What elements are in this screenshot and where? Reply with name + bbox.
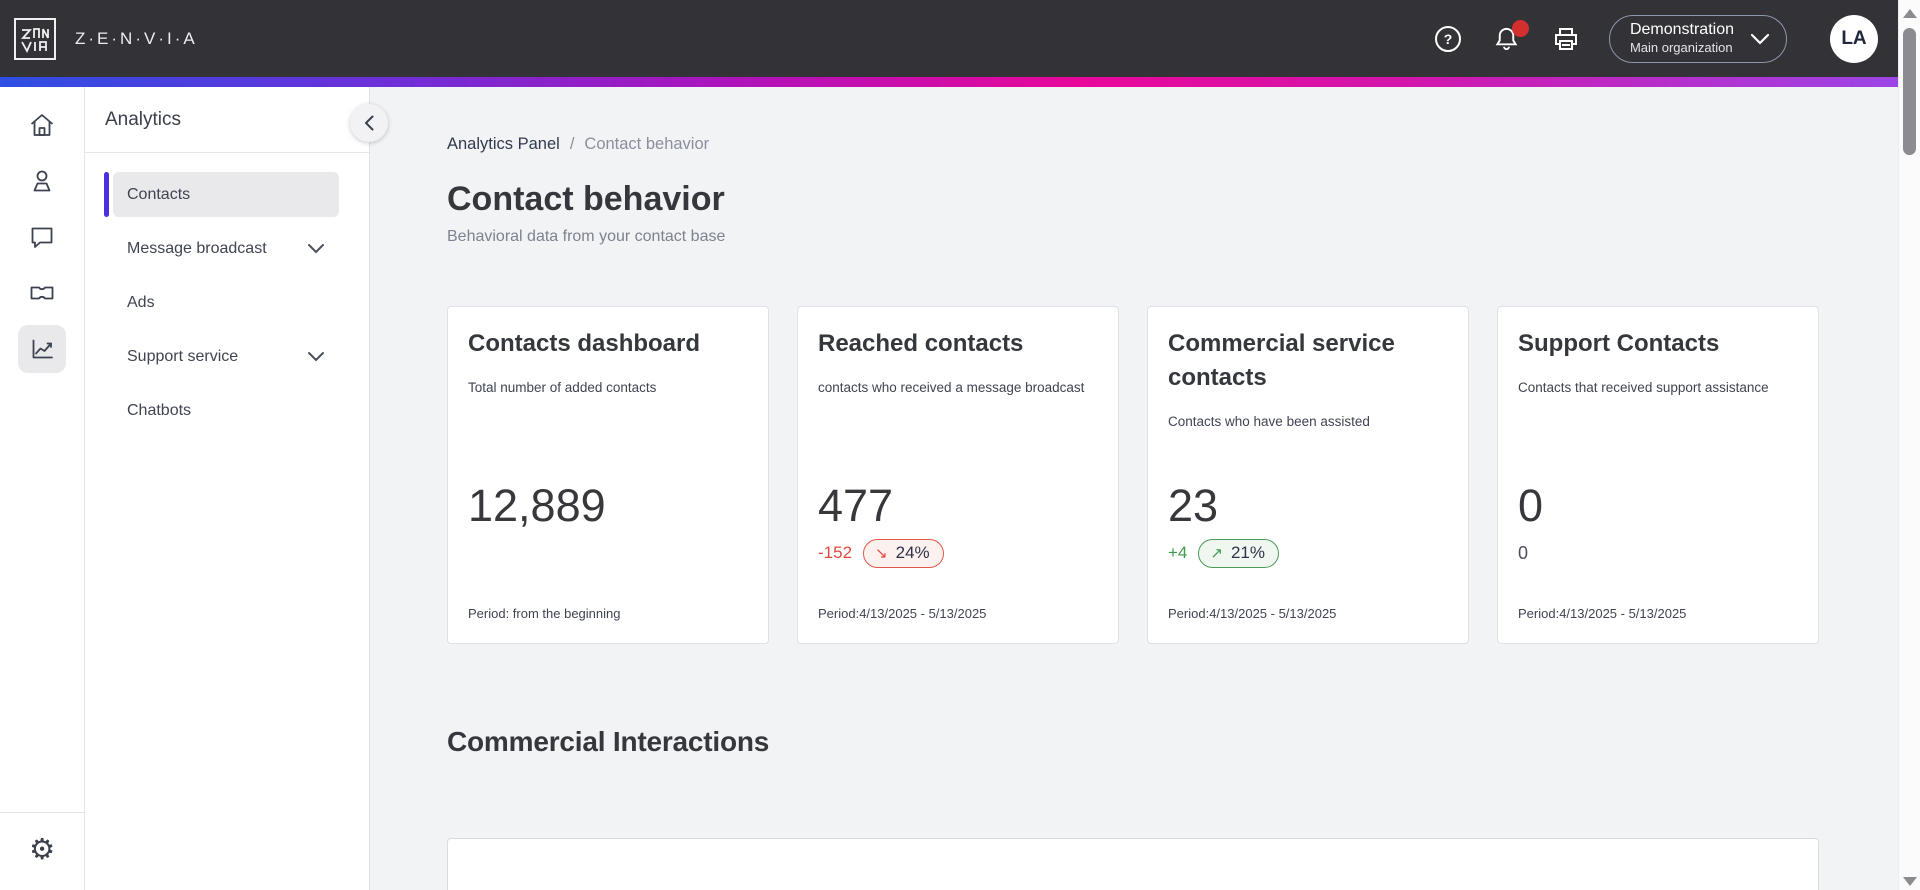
stat-card-commercial-service-contacts: Commercial service contacts Contacts who… xyxy=(1147,306,1469,644)
help-icon[interactable]: ? xyxy=(1433,24,1463,54)
brand-gradient-bar xyxy=(0,77,1898,87)
sidebar-item-support-service[interactable]: Support service xyxy=(113,334,339,379)
sidebar-item-ads[interactable]: Ads xyxy=(113,280,339,325)
breadcrumb-separator: / xyxy=(569,135,575,153)
rail-item-contacts[interactable] xyxy=(18,157,66,205)
org-name: Demonstration xyxy=(1629,21,1734,39)
card-delta-row: -152 ↘ 24% xyxy=(818,537,944,569)
org-switcher[interactable]: Demonstration Main organization xyxy=(1608,14,1787,63)
card-delta-row: 0 xyxy=(1518,537,1528,569)
rail-item-home[interactable] xyxy=(18,101,66,149)
card-title: Support Contacts xyxy=(1518,330,1720,357)
trend-percentage: 21% xyxy=(1230,542,1265,562)
card-period: Period:4/13/2025 - 5/13/2025 xyxy=(818,606,987,621)
card-period: Period: from the beginning xyxy=(468,606,621,621)
trend-down-icon: ↘ xyxy=(875,544,888,562)
main-content: Analytics Panel / Contact behavior Conta… xyxy=(370,87,1898,890)
rail-item-campaigns[interactable] xyxy=(18,269,66,317)
trend-badge-up: ↗ 21% xyxy=(1198,538,1279,568)
trend-badge-down: ↘ 24% xyxy=(863,538,944,568)
collapse-sidebar-button[interactable] xyxy=(350,104,388,142)
card-description: Total number of added contacts xyxy=(468,380,657,396)
trend-percentage: 24% xyxy=(895,542,930,562)
print-icon[interactable] xyxy=(1551,24,1581,54)
scroll-down-arrow[interactable] xyxy=(1903,877,1917,886)
notifications-bell-icon[interactable] xyxy=(1492,19,1529,54)
sidebar-item-label: Ads xyxy=(127,293,155,311)
icon-rail: ⚙ xyxy=(0,87,85,890)
sidebar-menu: Contacts Message broadcast Ads Support s… xyxy=(85,153,369,433)
card-delta-row: +4 ↗ 21% xyxy=(1168,537,1279,569)
line-chart-icon xyxy=(27,334,57,364)
rail-settings-section: ⚙ xyxy=(0,812,85,890)
card-period: Period:4/13/2025 - 5/13/2025 xyxy=(1168,606,1337,621)
page-subtitle: Behavioral data from your contact base xyxy=(447,228,726,245)
breadcrumb: Analytics Panel / Contact behavior xyxy=(447,135,1898,154)
card-value: 0 xyxy=(1518,480,1544,531)
org-subtitle: Main organization xyxy=(1629,40,1733,56)
scroll-up-arrow[interactable] xyxy=(1903,9,1917,18)
sidebar-item-label: Message broadcast xyxy=(127,239,267,257)
sidebar-item-label: Chatbots xyxy=(127,401,192,419)
delta-value: +4 xyxy=(1168,543,1188,562)
stat-card-support-contacts: Support Contacts Contacts that received … xyxy=(1497,306,1819,644)
sidebar-item-label: Contacts xyxy=(127,185,191,203)
commercial-interactions-panel xyxy=(447,838,1819,890)
card-description: contacts who received a message broadcas… xyxy=(818,380,1085,396)
analytics-sidebar: Analytics Contacts Message broadcast xyxy=(85,87,388,890)
ticket-icon xyxy=(27,278,57,308)
card-title: Contacts dashboard xyxy=(468,330,701,357)
card-value: 23 xyxy=(1168,480,1219,531)
card-title: Reached contacts xyxy=(818,330,1024,357)
delta-value: -152 xyxy=(818,543,853,562)
sidebar-title: Analytics xyxy=(105,108,182,130)
page-title: Contact behavior xyxy=(447,180,725,218)
scroll-thumb[interactable] xyxy=(1903,28,1916,155)
person-icon xyxy=(27,166,57,196)
stat-card-reached-contacts: Reached contacts contacts who received a… xyxy=(797,306,1119,644)
page-scrollbar[interactable] xyxy=(1898,0,1920,890)
breadcrumb-current: Contact behavior xyxy=(584,135,710,153)
chevron-left-icon xyxy=(363,114,375,132)
card-title: Commercial service contacts xyxy=(1168,330,1395,392)
user-avatar[interactable]: LA xyxy=(1830,14,1878,63)
chevron-down-icon xyxy=(307,243,325,254)
zenvia-logo-icon xyxy=(13,17,57,61)
question-glyph: ? xyxy=(1444,31,1453,47)
trend-up-icon: ↗ xyxy=(1210,544,1223,562)
stat-cards-row: Contacts dashboard Total number of added… xyxy=(447,306,1898,644)
chevron-down-icon xyxy=(307,351,325,362)
sidebar-item-chatbots[interactable]: Chatbots xyxy=(113,388,339,433)
card-description: Contacts who have been assisted xyxy=(1168,414,1370,430)
home-icon xyxy=(27,110,57,140)
section-title-commercial-interactions: Commercial Interactions xyxy=(447,726,770,757)
stat-card-contacts-dashboard: Contacts dashboard Total number of added… xyxy=(447,306,769,644)
topbar: Z·E·N·V·I·A ? xyxy=(0,0,1898,77)
settings-gear-icon[interactable]: ⚙ xyxy=(29,832,55,866)
sidebar-item-message-broadcast[interactable]: Message broadcast xyxy=(113,226,339,271)
breadcrumb-analytics-panel[interactable]: Analytics Panel xyxy=(447,135,560,153)
delta-value: 0 xyxy=(1518,542,1529,563)
chevron-down-icon xyxy=(1750,33,1770,45)
sidebar-header: Analytics xyxy=(85,87,369,153)
sidebar-item-contacts[interactable]: Contacts xyxy=(104,172,339,217)
notification-badge-dot xyxy=(1511,19,1529,37)
chat-bubble-icon xyxy=(27,222,57,252)
card-period: Period:4/13/2025 - 5/13/2025 xyxy=(1518,606,1687,621)
brand-wordmark: Z·E·N·V·I·A xyxy=(75,28,198,48)
rail-item-conversations[interactable] xyxy=(18,213,66,261)
card-value: 12,889 xyxy=(468,480,606,531)
card-value: 477 xyxy=(818,480,894,531)
card-description: Contacts that received support assistanc… xyxy=(1518,380,1769,396)
rail-item-analytics[interactable] xyxy=(18,325,66,373)
sidebar-item-label: Support service xyxy=(127,347,239,365)
